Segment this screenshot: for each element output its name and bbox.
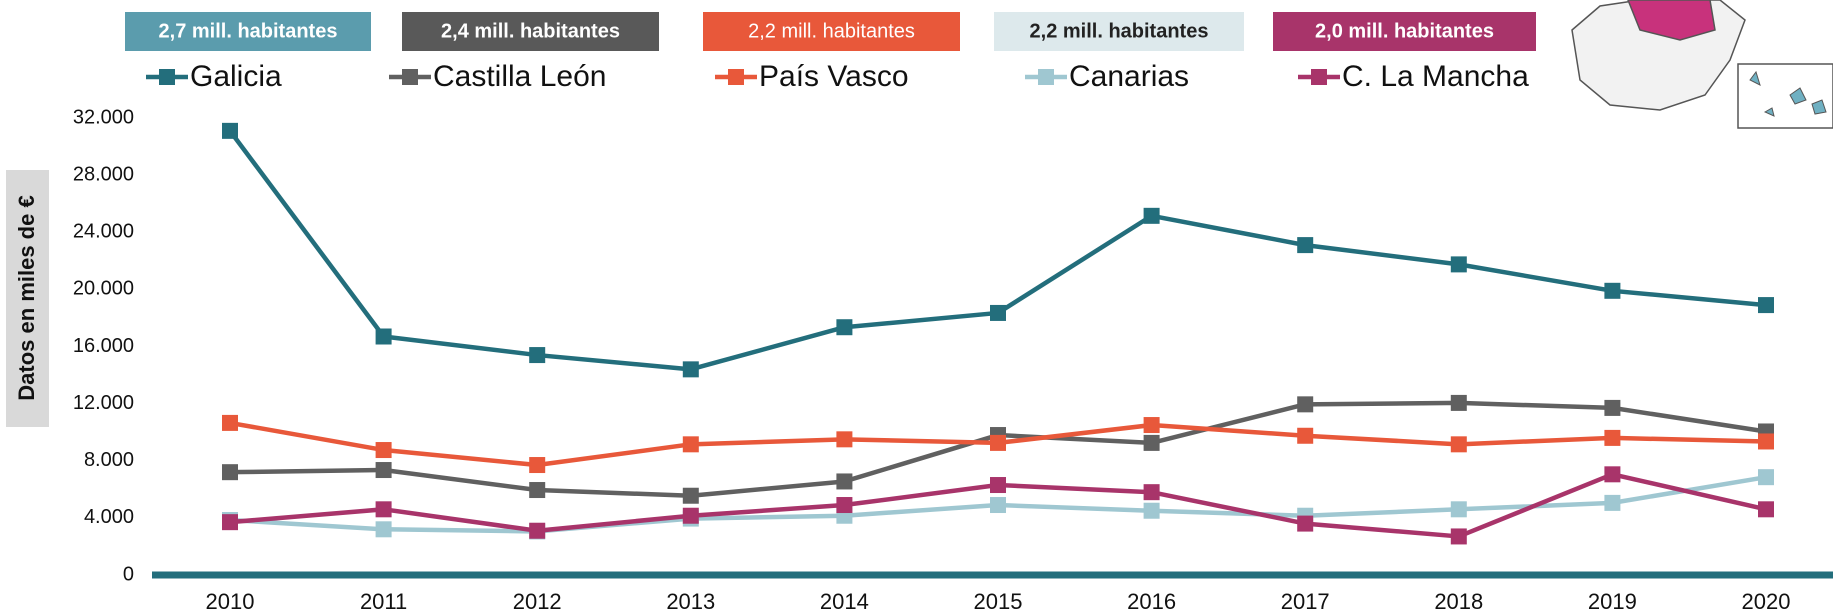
x-tick-label: 2014 — [820, 589, 869, 614]
badge-text: 2,2 mill. habitantes — [748, 20, 915, 42]
marker — [1604, 399, 1621, 416]
marker — [1450, 436, 1467, 453]
x-tick-label: 2010 — [206, 589, 255, 614]
legend-marker — [1038, 69, 1054, 85]
marker — [1143, 434, 1160, 451]
marker — [1604, 429, 1621, 446]
marker — [529, 347, 546, 364]
badge — [402, 12, 659, 51]
marker — [682, 507, 699, 524]
marker — [375, 501, 392, 518]
marker — [1604, 282, 1621, 299]
marker — [836, 497, 853, 514]
marker — [990, 434, 1006, 451]
marker — [375, 462, 392, 479]
marker — [990, 304, 1006, 321]
legend-label: Castilla León — [433, 60, 606, 93]
legend-label: Canarias — [1069, 60, 1189, 93]
marker — [1143, 484, 1160, 501]
x-tick-label: 2013 — [666, 589, 715, 614]
y-tick-label: 24.000 — [73, 221, 134, 243]
marker — [529, 457, 546, 474]
marker — [1143, 207, 1160, 224]
marker — [222, 414, 238, 431]
marker — [222, 122, 238, 139]
y-label-box — [6, 170, 49, 427]
marker — [222, 514, 238, 531]
legend-marker — [1311, 69, 1327, 85]
marker — [1758, 501, 1774, 518]
y-tick-label: 8.000 — [84, 449, 134, 471]
x-tick-label: 2016 — [1127, 589, 1176, 614]
badge-text: 2,4 mill. habitantes — [441, 20, 620, 42]
marker — [1758, 297, 1774, 314]
y-tick-label: 0 — [123, 563, 134, 585]
marker — [682, 487, 699, 504]
y-tick-label: 12.000 — [73, 392, 134, 414]
marker — [375, 328, 392, 345]
marker — [836, 473, 853, 490]
x-tick-label: 2018 — [1434, 589, 1483, 614]
marker — [836, 319, 853, 336]
legend-marker — [159, 69, 175, 85]
badge — [1273, 12, 1536, 51]
marker — [1297, 237, 1314, 254]
marker — [1297, 396, 1314, 413]
marker — [1450, 501, 1467, 518]
marker — [1297, 427, 1314, 444]
y-axis-label: Datos en miles de € — [14, 195, 39, 400]
marker — [222, 464, 238, 481]
legend-label: País Vasco — [759, 60, 909, 93]
marker — [1297, 515, 1314, 532]
marker — [529, 522, 546, 539]
marker — [529, 482, 546, 499]
marker — [1143, 417, 1160, 434]
badge — [703, 12, 960, 51]
marker — [1450, 528, 1467, 545]
marker — [1604, 494, 1621, 511]
legend-marker — [728, 69, 744, 85]
badge — [125, 12, 371, 51]
badge — [994, 12, 1244, 51]
marker — [682, 361, 699, 378]
y-tick-label: 4.000 — [84, 506, 134, 528]
marker — [990, 477, 1006, 494]
legend-label: C. La Mancha — [1342, 60, 1529, 93]
x-tick-label: 2012 — [513, 589, 562, 614]
y-tick-label: 20.000 — [73, 278, 134, 300]
x-tick-label: 2020 — [1742, 589, 1791, 614]
y-tick-label: 28.000 — [73, 163, 134, 185]
marker — [375, 442, 392, 459]
x-tick-label: 2011 — [360, 589, 407, 614]
marker — [1758, 469, 1774, 486]
badge-text: 2,7 mill. habitantes — [159, 20, 338, 42]
marker — [682, 436, 699, 453]
y-tick-label: 32.000 — [73, 106, 134, 128]
badge-text: 2,2 mill. habitantes — [1030, 20, 1209, 42]
marker — [836, 431, 853, 448]
legend-marker — [402, 69, 418, 85]
y-tick-label: 16.000 — [73, 335, 134, 357]
marker — [1143, 502, 1160, 519]
badge-text: 2,0 mill. habitantes — [1315, 20, 1494, 42]
x-tick-label: 2019 — [1588, 589, 1637, 614]
map-icon — [1571, 0, 1833, 129]
marker — [1758, 433, 1774, 450]
marker — [1450, 394, 1467, 411]
legend-label: Galicia — [190, 60, 282, 93]
x-tick-label: 2017 — [1281, 589, 1330, 614]
marker — [375, 521, 392, 538]
marker — [990, 497, 1006, 514]
series-line — [228, 129, 1767, 372]
x-tick-label: 2015 — [974, 589, 1023, 614]
marker — [1604, 466, 1621, 483]
marker — [1450, 256, 1467, 273]
